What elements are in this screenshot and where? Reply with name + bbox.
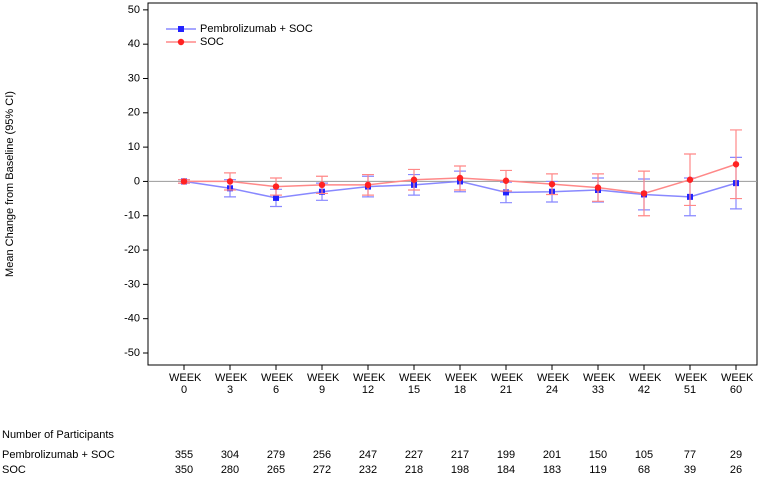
x-tick-label-box: WEEK 12 [353, 372, 386, 396]
marker [686, 176, 694, 183]
x-tick-label-box: WEEK 0 [169, 372, 202, 396]
marker [456, 174, 464, 182]
y-tick-label: 10 [128, 141, 140, 153]
legend-marker [177, 38, 185, 46]
table-count: 77 [684, 449, 696, 461]
table-count: 105 [635, 449, 653, 461]
table-count: 256 [313, 449, 331, 461]
x-tick-label-box: WEEK 60 [721, 372, 754, 396]
table-count: 119 [589, 464, 607, 476]
table-count: 26 [730, 464, 742, 476]
table-count: 227 [405, 449, 423, 461]
y-tick-label: -40 [124, 313, 140, 325]
x-tick-label-box: WEEK 3 [215, 372, 248, 396]
legend-marker [178, 26, 184, 32]
y-tick-label: 40 [128, 38, 140, 50]
marker [548, 180, 556, 188]
table-count: 304 [221, 449, 239, 461]
x-tick-label-box: WEEK 6 [261, 372, 294, 396]
x-tick-label-box: WEEK 21 [491, 372, 524, 396]
marker [410, 176, 418, 183]
x-tick-label-box: WEEK 33 [583, 372, 616, 396]
x-tick-label-box: WEEK 42 [629, 372, 662, 396]
table-count: 184 [497, 464, 515, 476]
table-count: 265 [267, 464, 285, 476]
y-axis-label: Mean Change from Baseline (95% CI) [4, 91, 16, 277]
table-count: 217 [451, 449, 469, 461]
y-tick-label: 0 [134, 175, 140, 187]
table-count: 198 [451, 464, 469, 476]
x-tick-label: WEEK 6 [261, 372, 294, 396]
y-tick-label: -10 [124, 210, 140, 222]
marker [364, 181, 372, 189]
x-tick-label-box: WEEK 15 [399, 372, 432, 396]
table-row-label: Pembrolizumab + SOC [2, 449, 115, 461]
table-count: 183 [543, 464, 561, 476]
table-count: 29 [730, 449, 742, 461]
x-tick-label: WEEK 3 [215, 372, 248, 396]
y-tick-label: -20 [124, 244, 140, 256]
y-tick-label: -30 [124, 278, 140, 290]
y-tick-label: 20 [128, 107, 140, 119]
x-tick-label: WEEK 33 [583, 372, 616, 396]
marker [318, 181, 326, 189]
x-tick-label: WEEK 21 [491, 372, 524, 396]
x-tick-label-box: WEEK 9 [307, 372, 340, 396]
x-tick-label: WEEK 51 [675, 372, 708, 396]
legend-label: SOC [200, 36, 224, 48]
marker [594, 184, 602, 191]
y-tick-label: 30 [128, 72, 140, 84]
marker [732, 161, 740, 168]
table-count: 272 [313, 464, 331, 476]
marker [180, 178, 188, 185]
x-tick-label: WEEK 15 [399, 372, 432, 396]
table-count: 355 [175, 449, 193, 461]
table-row-label: SOC [2, 464, 26, 476]
x-tick-label: WEEK 18 [445, 372, 478, 396]
x-tick-label-box: WEEK 51 [675, 372, 708, 396]
table-count: 350 [175, 464, 193, 476]
marker [502, 177, 510, 184]
y-tick-label: -50 [124, 347, 140, 359]
x-tick-label: WEEK 24 [537, 372, 570, 396]
plot-frame [147, 2, 758, 366]
x-tick-label: WEEK 60 [721, 372, 754, 396]
x-tick-label: WEEK 42 [629, 372, 662, 396]
x-tick-label-box: WEEK 24 [537, 372, 570, 396]
marker [503, 189, 509, 196]
table-count: 39 [684, 464, 696, 476]
table-count: 280 [221, 464, 239, 476]
x-tick-label: WEEK 9 [307, 372, 340, 396]
marker [226, 178, 234, 185]
table-count: 68 [638, 464, 650, 476]
table-count: 218 [405, 464, 423, 476]
table-title: Number of Participants [2, 429, 114, 441]
marker [640, 190, 648, 197]
x-tick-label-box: WEEK 18 [445, 372, 478, 396]
table-count: 201 [543, 449, 561, 461]
table-count: 232 [359, 464, 377, 476]
y-tick-label: 50 [128, 4, 140, 16]
legend-label: Pembrolizumab + SOC [200, 23, 313, 35]
table-count: 199 [497, 449, 515, 461]
table-count: 247 [359, 449, 377, 461]
marker [272, 183, 280, 190]
x-tick-label: WEEK 12 [353, 372, 386, 396]
marker [273, 194, 279, 201]
table-count: 279 [267, 449, 285, 461]
table-count: 150 [589, 449, 607, 461]
x-tick-label: WEEK 0 [169, 372, 202, 396]
